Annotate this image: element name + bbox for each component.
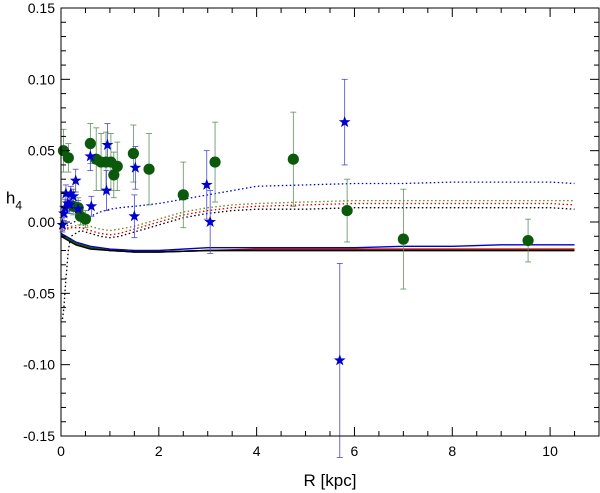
green-circle-point [143,163,155,175]
green-circle-point [79,213,92,225]
blue-star-point [85,200,98,212]
x-tick-label: 6 [351,443,359,459]
curve-blue-dotted [63,181,575,229]
curve-black-dotted [61,207,575,320]
blue-star-point [100,184,113,196]
y-axis-title: h4 [6,189,22,213]
y-tick-label: -0.10 [23,357,55,373]
blue-star-point [69,174,82,186]
y-tick-label: 0.00 [28,214,55,230]
x-tick-label: 8 [448,443,456,459]
data-markers [56,115,534,366]
x-tick-label: 4 [253,443,261,459]
blue-star-point [129,161,142,173]
green-circle-point [84,137,96,150]
blue-star-point [72,202,85,215]
blue-star-point [200,178,213,190]
tick-labels: 0 2 4 6 8 10 -0.15 -0.10 -0.05 0.00 0.05 0.10 0.15 [23,0,558,459]
y-tick-label: -0.05 [23,285,55,301]
y-axis-title-main: h [6,189,15,208]
curve-red-dotted [63,202,575,236]
green-circle-point [397,233,409,245]
green-circle-point [287,153,299,165]
curve-olive-dotted [63,199,575,232]
y-tick-label: 0.10 [28,71,55,87]
blue-star-point [61,197,74,209]
blue-star-point [59,187,72,199]
blue-star-point [63,198,76,210]
green-circle-point [177,189,189,201]
blue-star-point [64,187,77,199]
model-curves [60,181,575,320]
x-axis-title: R [kpc] [304,471,357,490]
x-tick-label: 0 [57,443,65,459]
plot-frame [60,7,600,437]
green-circle-point [62,152,74,164]
y-tick-label: 0.15 [28,0,55,16]
curve-blue-solid [60,232,575,252]
blue-star-point [101,138,114,150]
error-bars [59,78,532,458]
y-axis-title-subscript: 4 [15,199,22,213]
green-circle-point [209,156,221,168]
x-tick-label: 2 [155,443,163,459]
green-circle-point [111,160,123,172]
green-circle-point [522,234,534,247]
blue-star-point [128,210,141,222]
blue-star-point [204,215,217,228]
green-circle-point [127,147,139,160]
blue-star-point [56,218,69,230]
curve-black-solid [60,235,575,253]
blue-star-point [67,190,80,202]
green-circle-point [108,169,120,181]
curve-red-solid [60,234,575,253]
y-tick-label: -0.15 [23,428,55,444]
blue-star-point [338,115,351,128]
green-circle-point [341,204,353,217]
axis-ticks [60,7,600,437]
blue-star-point [84,150,97,162]
blue-star-point [58,207,70,219]
blue-star-point [333,354,346,366]
x-tick-label: 10 [542,443,558,459]
y-tick-label: 0.05 [28,143,55,159]
